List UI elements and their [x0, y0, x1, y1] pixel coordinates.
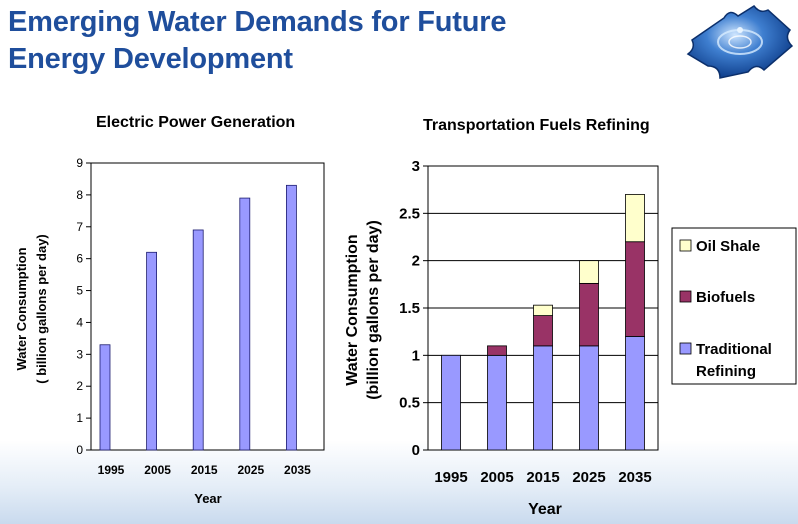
- chart1-xtick-label: 1995: [98, 463, 125, 477]
- chart2-title: Transportation Fuels Refining: [423, 117, 650, 134]
- chart1-ytick-label: 6: [76, 252, 83, 266]
- chart2-xtick-label: 2015: [526, 469, 559, 486]
- chart1-ytick-label: 0: [76, 443, 83, 457]
- chart1-ylabel-line-2: ( billion gallons per day): [34, 234, 49, 384]
- chart2-bar-traditional: [487, 354, 507, 451]
- chart2-bar-oil-shale: [533, 304, 553, 316]
- chart2-bar-biofuels: [579, 282, 599, 347]
- chart2-legend-swatch: [679, 290, 692, 303]
- chart2-legend-swatch: [679, 239, 692, 252]
- chart1-ytick-label: 1: [76, 411, 83, 425]
- chart2-bar-traditional: [533, 345, 553, 451]
- chart1-plot-area: [90, 162, 325, 451]
- chart2-ylabel-line-1: Water Consumption: [344, 234, 361, 385]
- chart2-xtick-label: 2035: [618, 469, 651, 486]
- chart2-legend-label: Traditional: [696, 341, 772, 358]
- chart2-bar-traditional: [625, 335, 645, 451]
- chart1-bar: [285, 184, 297, 451]
- chart1-xtick-label: 2035: [284, 463, 311, 477]
- chart2-ytick-label: 3: [412, 158, 420, 175]
- chart1-ytick-label: 2: [76, 379, 83, 393]
- chart2-bar-oil-shale: [579, 260, 599, 284]
- chart2-ytick-label: 0: [412, 442, 420, 459]
- slide-title-line-2: Energy Development: [8, 43, 293, 75]
- chart1-bar: [99, 344, 111, 451]
- chart2-ytick-label: 1.5: [399, 300, 420, 317]
- chart2-bar-biofuels: [625, 241, 645, 337]
- chart2-ylabel-line-2: (billion gallons per day): [365, 220, 382, 400]
- chart1-xlabel: Year: [194, 491, 221, 506]
- slide-title: Emerging Water Demands for Future Energy…: [8, 4, 506, 78]
- chart1-xtick-label: 2005: [144, 463, 171, 477]
- chart1-ytick-label: 7: [76, 220, 83, 234]
- chart2-bar-traditional: [579, 345, 599, 451]
- chart2-bar-biofuels: [533, 315, 553, 347]
- chart1-ytick-label: 5: [76, 284, 83, 298]
- chart1-xtick-label: 2025: [237, 463, 264, 477]
- water-puzzle-logo-icon: [686, 4, 794, 79]
- chart2-legend: [671, 227, 797, 385]
- chart2-bar-traditional: [441, 354, 461, 451]
- chart2-xtick-label: 1995: [434, 469, 467, 486]
- chart2-legend-swatch: [679, 342, 692, 355]
- chart2-ytick-label: 0.5: [399, 395, 420, 412]
- chart1-ytick-label: 9: [76, 156, 83, 170]
- chart2-legend-label: Oil Shale: [696, 238, 760, 255]
- chart2-xtick-label: 2005: [480, 469, 513, 486]
- chart2-bar-oil-shale: [625, 193, 645, 243]
- chart2-bar-biofuels: [487, 345, 507, 356]
- chart2-ytick-label: 2: [412, 253, 420, 270]
- chart2-ytick-label: 1: [412, 347, 420, 364]
- chart2-ytick-label: 2.5: [399, 205, 420, 222]
- chart2-xtick-label: 2025: [572, 469, 605, 486]
- chart1-ytick-label: 8: [76, 188, 83, 202]
- slide-title-line-1: Emerging Water Demands for Future: [8, 6, 507, 38]
- chart1-bar: [146, 251, 158, 451]
- chart2-xlabel: Year: [528, 501, 562, 518]
- chart1-ylabel-line-1: Water Consumption: [14, 247, 29, 370]
- chart1-bar: [192, 229, 204, 451]
- chart1-ytick-label: 4: [76, 315, 83, 329]
- chart1-xtick-label: 2015: [191, 463, 218, 477]
- chart1-bar: [239, 197, 251, 451]
- chart2-legend-label: Biofuels: [696, 289, 755, 306]
- chart2-legend-label-line-2: Refining: [696, 363, 756, 380]
- chart1-title: Electric Power Generation: [96, 114, 296, 131]
- chart1-ytick-label: 3: [76, 347, 83, 361]
